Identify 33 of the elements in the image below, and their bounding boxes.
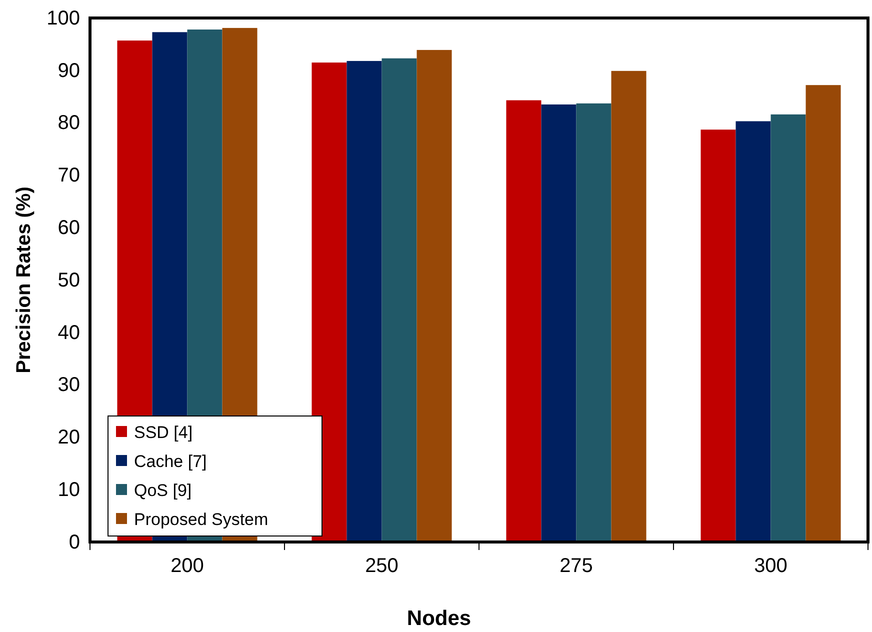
y-tick-label: 40: [58, 322, 80, 344]
bar: [576, 103, 612, 542]
y-tick-label: 50: [58, 269, 80, 292]
x-axis-title: Nodes: [406, 607, 472, 630]
x-tick-label: 250: [365, 555, 398, 578]
y-tick-label: 70: [58, 164, 80, 187]
bar: [806, 85, 841, 542]
x-tick-label: 275: [560, 555, 593, 578]
y-tick-label: 30: [58, 374, 80, 396]
y-tick-label: 90: [58, 60, 80, 82]
y-tick-label: 0: [68, 531, 80, 554]
bar: [736, 121, 771, 542]
legend-label: Proposed System: [134, 510, 268, 529]
y-tick-label: 20: [58, 426, 80, 449]
legend-label: SSD [4]: [134, 423, 193, 442]
y-tick-label: 100: [46, 7, 80, 30]
y-tick-label: 80: [58, 112, 80, 134]
bar: [506, 100, 542, 542]
bar: [541, 104, 576, 542]
bar: [416, 50, 452, 542]
legend-label: Cache [7]: [134, 452, 207, 471]
y-tick-label: 10: [58, 479, 80, 501]
y-tick-label: 60: [58, 217, 80, 239]
bar: [770, 114, 806, 542]
legend-label: QoS [9]: [134, 481, 192, 500]
bar: [346, 60, 382, 542]
bar: [611, 70, 646, 542]
bar: [312, 62, 347, 542]
x-tick-label: 300: [754, 555, 788, 578]
x-tick-label: 200: [170, 555, 204, 578]
y-axis-title: Precision Rates (%): [13, 186, 35, 374]
bar: [382, 58, 417, 542]
bar: [700, 130, 736, 542]
